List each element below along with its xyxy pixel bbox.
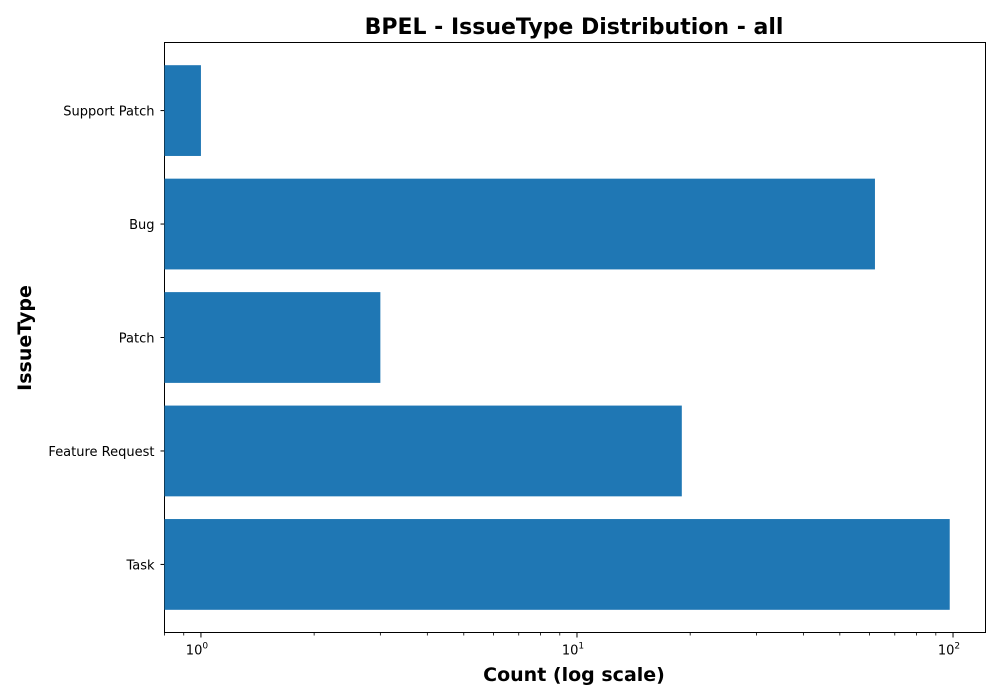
bar-bug: [164, 178, 875, 270]
bar-task: [164, 519, 950, 610]
bar-patch: [164, 292, 381, 383]
x-ticks: 100 101 102: [164, 632, 960, 659]
bar-feature-request: [164, 405, 682, 497]
y-tick-label: Feature Request: [48, 445, 154, 460]
x-tick-label: 101: [562, 642, 584, 659]
y-axis-label: IssueType: [14, 285, 36, 391]
y-tick-label: Patch: [119, 332, 155, 347]
y-tick-label: Task: [125, 558, 155, 573]
bars-layer: [164, 65, 950, 610]
x-tick-label: 102: [938, 642, 960, 659]
chart-title: BPEL - IssueType Distribution - all: [365, 15, 784, 40]
bar-support-patch: [164, 65, 201, 156]
y-tick-label: Support Patch: [63, 105, 154, 120]
y-tick-label: Bug: [129, 218, 154, 233]
x-axis-label: Count (log scale): [483, 664, 665, 686]
x-tick-label: 100: [186, 642, 209, 659]
y-ticks: Task Feature Request Patch Bug Support Patch: [48, 105, 165, 573]
